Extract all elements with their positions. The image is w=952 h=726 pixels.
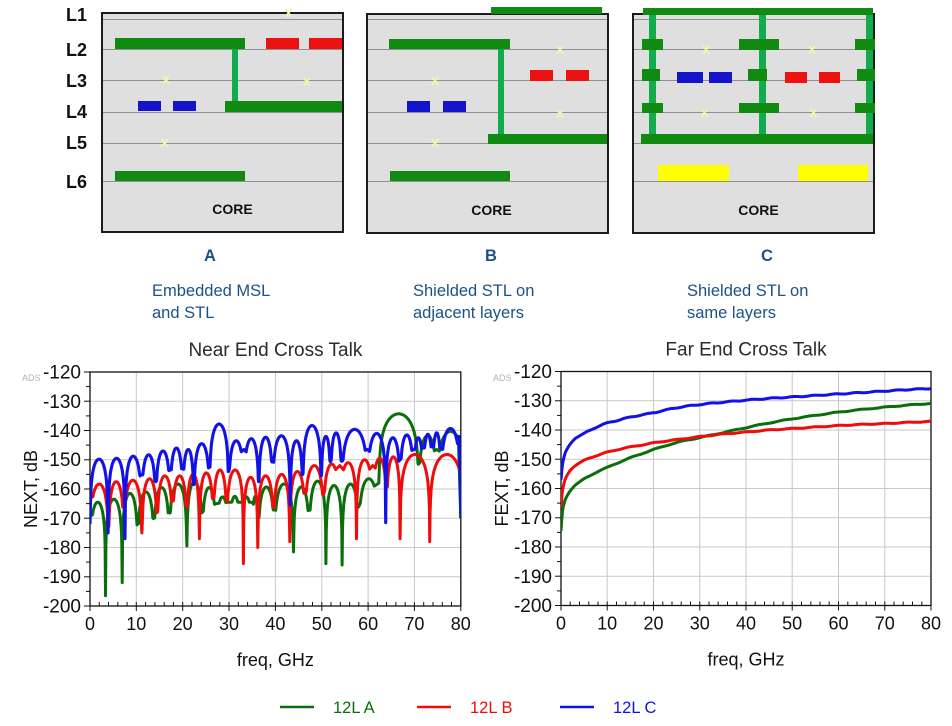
svg-text:40: 40 xyxy=(736,614,756,634)
svg-text:-140: -140 xyxy=(43,421,81,442)
svg-text:40: 40 xyxy=(265,614,285,634)
svg-text:-160: -160 xyxy=(43,480,81,501)
svg-text:-200: -200 xyxy=(43,597,81,618)
svg-text:30: 30 xyxy=(219,614,239,634)
svg-text:50: 50 xyxy=(312,614,332,634)
svg-text:60: 60 xyxy=(828,614,848,634)
svg-text:NEXT, dB: NEXT, dB xyxy=(21,450,41,528)
svg-text:-170: -170 xyxy=(43,509,81,530)
svg-text:ADS: ADS xyxy=(493,373,512,383)
svg-text:12L C: 12L C xyxy=(613,699,657,717)
svg-text:-190: -190 xyxy=(514,567,552,588)
svg-text:Far End Cross Talk: Far End Cross Talk xyxy=(665,340,827,361)
svg-text:-160: -160 xyxy=(514,479,552,500)
svg-text:-150: -150 xyxy=(43,450,81,471)
svg-text:-150: -150 xyxy=(514,450,552,471)
svg-text:-180: -180 xyxy=(514,538,552,559)
svg-text:80: 80 xyxy=(451,614,471,634)
svg-text:-200: -200 xyxy=(514,596,552,617)
svg-text:-170: -170 xyxy=(514,508,552,529)
svg-text:freq, GHz: freq, GHz xyxy=(237,650,314,670)
svg-text:-130: -130 xyxy=(43,392,81,413)
svg-text:30: 30 xyxy=(690,614,710,634)
svg-text:70: 70 xyxy=(875,614,895,634)
svg-text:0: 0 xyxy=(556,614,566,634)
svg-text:12L B: 12L B xyxy=(470,699,513,717)
svg-text:80: 80 xyxy=(921,614,941,634)
svg-text:FEXT, dB: FEXT, dB xyxy=(492,450,512,526)
svg-text:Near End Cross Talk: Near End Cross Talk xyxy=(188,340,362,361)
svg-text:-180: -180 xyxy=(43,538,81,559)
svg-text:-190: -190 xyxy=(43,567,81,588)
svg-text:freq, GHz: freq, GHz xyxy=(707,650,784,670)
svg-text:20: 20 xyxy=(643,614,663,634)
svg-text:12L A: 12L A xyxy=(333,699,375,717)
svg-text:10: 10 xyxy=(126,614,146,634)
svg-text:0: 0 xyxy=(85,614,95,634)
svg-text:10: 10 xyxy=(597,614,617,634)
svg-text:ADS: ADS xyxy=(22,373,41,383)
svg-text:-140: -140 xyxy=(514,421,552,442)
svg-text:20: 20 xyxy=(173,614,193,634)
svg-text:50: 50 xyxy=(782,614,802,634)
svg-text:70: 70 xyxy=(404,614,424,634)
svg-text:-130: -130 xyxy=(514,391,552,412)
svg-text:-120: -120 xyxy=(43,363,81,384)
svg-text:-120: -120 xyxy=(514,362,552,383)
svg-text:60: 60 xyxy=(358,614,378,634)
